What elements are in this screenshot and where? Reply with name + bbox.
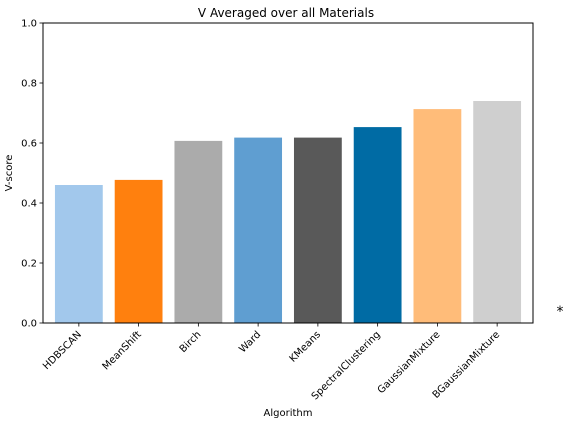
x-tick-label: Ward xyxy=(237,329,263,355)
y-tick-label: 0.6 xyxy=(21,139,37,150)
y-axis-ticks: 0.0 0.2 0.4 0.6 0.8 1.0 xyxy=(21,19,43,330)
y-tick-label: 0.2 xyxy=(21,259,37,270)
x-axis-label: Algorithm xyxy=(264,408,313,419)
x-tick-label: HDBSCAN xyxy=(41,329,84,372)
y-tick-label: 0.0 xyxy=(21,319,37,330)
asterisk-annotation: * xyxy=(557,304,564,320)
plot-frame xyxy=(42,22,534,324)
bar-kmeans xyxy=(293,137,342,323)
y-tick-label: 0.4 xyxy=(21,199,37,210)
bar-ward xyxy=(234,137,283,323)
bar-meanshift xyxy=(114,179,163,323)
x-tick-label: Birch xyxy=(178,329,204,355)
x-tick-label: SpectralClustering xyxy=(310,329,383,402)
bar-hdbscan xyxy=(54,185,103,323)
x-tick-label: GaussianMixture xyxy=(376,329,443,396)
x-tick-label: BGaussianMixture xyxy=(431,329,503,401)
x-axis-ticks: HDBSCAN MeanShift Birch Ward KMeansSpectralC… xyxy=(41,323,502,402)
y-tick-label: 0.8 xyxy=(21,79,37,90)
chart-title: V Averaged over all Materials xyxy=(198,6,374,20)
x-tick-label: MeanShift xyxy=(101,329,144,372)
bar-gaussianmixture xyxy=(413,109,462,323)
y-axis-label: V-score xyxy=(4,155,15,192)
bar-spectralclustering xyxy=(353,127,402,323)
bar-birch xyxy=(174,140,223,323)
x-tick-label: KMeans xyxy=(288,329,323,364)
bar-bgaussianmixture xyxy=(473,101,522,323)
bars-group xyxy=(54,101,522,323)
y-tick-label: 1.0 xyxy=(21,19,37,30)
